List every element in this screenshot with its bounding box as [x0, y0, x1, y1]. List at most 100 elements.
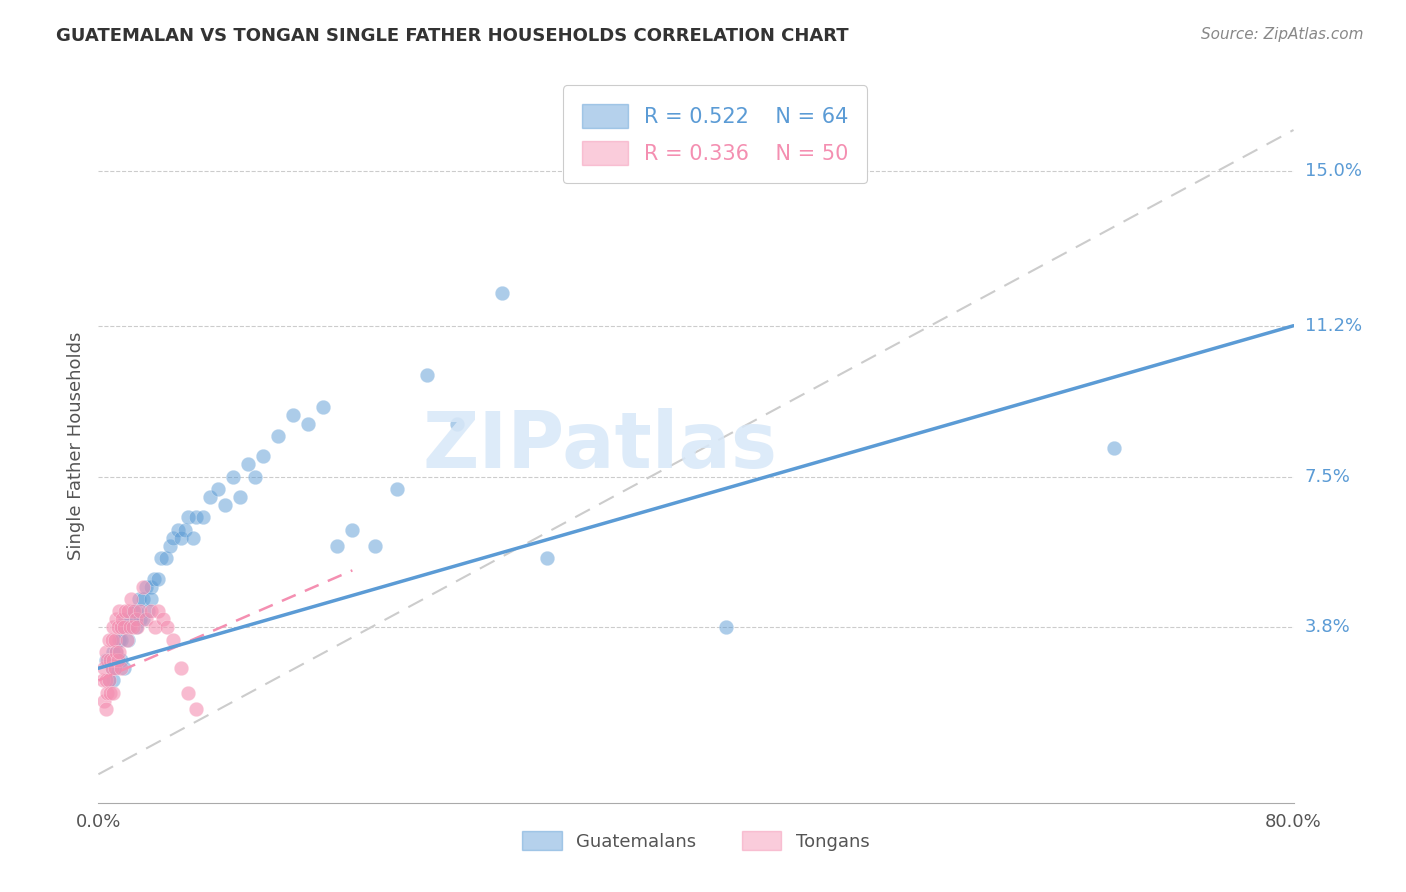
Point — [132, 591, 155, 606]
Point — [108, 604, 131, 618]
Point — [114, 612, 136, 626]
Point — [311, 401, 333, 415]
Point — [96, 653, 118, 667]
Point — [110, 653, 132, 667]
Point — [93, 694, 115, 708]
Point — [245, 469, 267, 483]
Point — [110, 632, 132, 647]
Text: 15.0%: 15.0% — [1305, 161, 1361, 180]
Point — [169, 661, 191, 675]
Point — [200, 490, 222, 504]
Point — [129, 612, 152, 626]
Point — [101, 661, 124, 675]
Point — [214, 498, 236, 512]
Point — [125, 620, 148, 634]
Point — [222, 469, 245, 483]
Point — [385, 482, 409, 496]
Point — [104, 632, 127, 647]
Point — [105, 612, 128, 626]
Point — [162, 531, 184, 545]
Point — [115, 632, 138, 647]
Point — [112, 620, 135, 634]
Point — [491, 286, 513, 301]
Point — [110, 620, 132, 634]
Point — [364, 539, 387, 553]
Point — [714, 620, 737, 634]
Point — [135, 580, 157, 594]
Point — [416, 368, 439, 382]
Point — [181, 531, 204, 545]
Point — [97, 632, 120, 647]
Point — [120, 591, 142, 606]
Point — [94, 673, 117, 688]
Point — [98, 686, 122, 700]
Point — [177, 686, 200, 700]
Point — [156, 620, 179, 634]
Point — [98, 653, 122, 667]
Point — [252, 449, 274, 463]
Point — [169, 531, 191, 545]
Point — [139, 591, 162, 606]
Point — [128, 591, 150, 606]
Point — [446, 417, 468, 431]
Point — [150, 551, 173, 566]
Point — [108, 632, 131, 647]
Point — [135, 612, 157, 626]
Point — [96, 686, 118, 700]
Point — [132, 580, 155, 594]
Point — [142, 572, 165, 586]
Point — [267, 429, 290, 443]
Point — [536, 551, 558, 566]
Point — [139, 604, 162, 618]
Point — [139, 580, 162, 594]
Point — [127, 620, 149, 634]
Point — [152, 612, 174, 626]
Point — [104, 661, 127, 675]
Point — [281, 409, 304, 423]
Point — [184, 702, 207, 716]
Point — [342, 523, 364, 537]
Point — [107, 653, 129, 667]
Point — [105, 645, 128, 659]
Point — [125, 604, 148, 618]
Text: ZIPatlas: ZIPatlas — [423, 408, 778, 484]
Point — [124, 604, 146, 618]
Point — [132, 612, 155, 626]
Legend: Guatemalans, Tongans: Guatemalans, Tongans — [515, 824, 877, 858]
Point — [103, 620, 125, 634]
Point — [184, 510, 207, 524]
Point — [111, 612, 134, 626]
Point — [112, 661, 135, 675]
Point — [103, 673, 125, 688]
Point — [125, 612, 148, 626]
Point — [297, 417, 319, 431]
Point — [94, 645, 117, 659]
Text: Source: ZipAtlas.com: Source: ZipAtlas.com — [1201, 27, 1364, 42]
Point — [105, 645, 128, 659]
Point — [177, 510, 200, 524]
Point — [114, 604, 136, 618]
Point — [326, 539, 349, 553]
Point — [174, 523, 197, 537]
Text: 3.8%: 3.8% — [1305, 618, 1350, 637]
Point — [207, 482, 229, 496]
Point — [103, 686, 125, 700]
Point — [97, 673, 120, 688]
Point — [1104, 441, 1126, 455]
Point — [98, 653, 122, 667]
Point — [162, 632, 184, 647]
Point — [104, 661, 127, 675]
Point — [191, 510, 214, 524]
Point — [166, 523, 188, 537]
Text: 11.2%: 11.2% — [1305, 317, 1362, 334]
Point — [155, 551, 177, 566]
Y-axis label: Single Father Households: Single Father Households — [66, 332, 84, 560]
Point — [117, 604, 139, 618]
Point — [101, 632, 124, 647]
Text: 7.5%: 7.5% — [1305, 467, 1351, 485]
Point — [103, 653, 125, 667]
Point — [91, 673, 114, 688]
Point — [107, 620, 129, 634]
Point — [97, 673, 120, 688]
Point — [121, 620, 143, 634]
